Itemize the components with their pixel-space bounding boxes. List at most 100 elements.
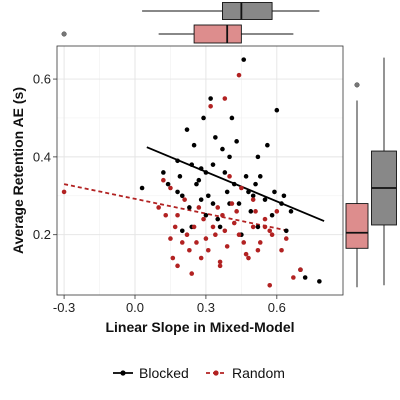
point-random <box>291 275 296 280</box>
point-blocked <box>246 189 251 195</box>
point-random <box>168 236 173 241</box>
point-blocked <box>279 201 284 206</box>
top-marginal-boxplots <box>61 2 320 44</box>
legend-label: Blocked <box>139 365 189 381</box>
right-marginal-boxplots <box>345 57 397 288</box>
y-tick-label: 0.4 <box>33 149 51 164</box>
point-random <box>222 228 228 234</box>
point-random <box>267 282 273 288</box>
point-blocked <box>165 181 171 187</box>
point-random <box>196 205 202 210</box>
point-random <box>239 185 244 191</box>
point-blocked <box>187 205 192 210</box>
point-random <box>241 240 247 245</box>
point-random <box>250 224 256 230</box>
point-blocked <box>177 174 183 179</box>
point-random <box>198 255 204 261</box>
data-points <box>61 57 322 288</box>
right-boxplot-blocked <box>371 57 397 286</box>
plot-panel-border <box>56 45 344 296</box>
point-blocked <box>203 212 209 218</box>
point-blocked <box>210 201 216 206</box>
point-random <box>253 209 258 214</box>
point-blocked <box>201 115 206 121</box>
point-blocked <box>272 189 277 195</box>
x-tick-label: 0.3 <box>197 300 215 315</box>
y-tick-label: 0.6 <box>33 72 51 87</box>
x-axis-title: Linear Slope in Mixed-Model <box>105 319 294 335</box>
point-random <box>243 251 249 257</box>
point-blocked <box>215 216 221 222</box>
point-random <box>236 232 242 237</box>
point-random <box>201 216 206 222</box>
point-blocked <box>191 142 197 148</box>
point-random <box>187 247 192 253</box>
point-random <box>269 232 275 237</box>
point-blocked <box>231 181 237 187</box>
point-random <box>274 209 280 214</box>
point-blocked <box>317 279 322 284</box>
point-blocked <box>281 193 287 199</box>
point-blocked <box>255 154 261 160</box>
point-random <box>227 174 232 179</box>
point-random <box>250 197 256 202</box>
point-blocked <box>205 193 211 199</box>
point-blocked <box>210 162 216 167</box>
point-blocked <box>198 197 204 202</box>
point-random <box>184 232 190 237</box>
point-random <box>257 240 263 245</box>
point-blocked <box>283 228 289 234</box>
legend-label: Random <box>232 365 285 381</box>
point-random <box>175 263 180 269</box>
legend-item-random: Random <box>206 365 285 381</box>
outlier <box>354 82 360 88</box>
point-random <box>175 212 180 218</box>
point-random <box>217 263 223 269</box>
point-random <box>262 224 268 230</box>
point-blocked <box>179 228 185 234</box>
point-random <box>203 236 209 241</box>
box <box>193 24 242 44</box>
point-blocked <box>248 209 254 214</box>
point-random <box>246 255 251 261</box>
outlier <box>61 31 67 37</box>
point-random <box>189 271 195 276</box>
x-axis-ticks: -0.3 0.0 0.3 0.6 <box>53 295 286 315</box>
point-blocked <box>250 193 256 199</box>
point-random <box>194 240 199 245</box>
point-blocked <box>288 209 294 214</box>
point-blocked <box>269 212 275 218</box>
x-tick-label: 0.0 <box>126 300 144 315</box>
point-blocked <box>179 193 185 199</box>
point-random <box>213 232 218 237</box>
point-random <box>61 189 67 195</box>
point-random <box>298 267 303 273</box>
top-boxplot-blocked <box>142 2 320 20</box>
point-random <box>262 216 268 222</box>
point-random <box>267 228 273 234</box>
y-tick-label: 0.2 <box>33 227 51 242</box>
point-blocked <box>229 115 235 121</box>
point-blocked <box>255 224 261 230</box>
point-random <box>215 205 221 210</box>
point-blocked <box>253 181 258 187</box>
point-random <box>168 185 173 191</box>
right-boxplot-random <box>345 82 369 288</box>
box <box>222 2 273 20</box>
point-blocked <box>222 170 228 175</box>
trend-line-random <box>63 183 289 232</box>
point-random <box>231 220 237 226</box>
point-random <box>236 72 242 78</box>
point-random <box>170 255 176 261</box>
point-blocked <box>302 275 308 280</box>
legend-key-point <box>120 370 126 376</box>
y-axis-title: Average Retention AE (s) <box>10 87 26 254</box>
point-blocked <box>161 170 166 175</box>
point-blocked <box>208 96 213 101</box>
point-random <box>205 247 211 253</box>
point-blocked <box>262 197 268 202</box>
point-random <box>179 240 185 245</box>
point-random <box>217 259 223 265</box>
point-random <box>229 201 235 206</box>
point-random <box>182 197 187 202</box>
